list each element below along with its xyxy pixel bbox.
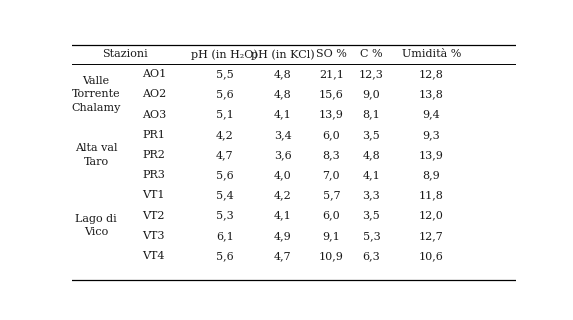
Text: 8,1: 8,1 — [363, 109, 380, 120]
Text: 12,3: 12,3 — [359, 69, 384, 79]
Text: 3,5: 3,5 — [363, 211, 380, 220]
Text: VT1: VT1 — [143, 190, 165, 200]
Text: 4,7: 4,7 — [216, 150, 234, 160]
Text: 5,7: 5,7 — [323, 190, 340, 200]
Text: 6,0: 6,0 — [323, 130, 340, 140]
Text: 13,9: 13,9 — [319, 109, 344, 120]
Text: pH (in H₂O): pH (in H₂O) — [191, 50, 258, 60]
Text: 6,1: 6,1 — [216, 231, 234, 241]
Text: 4,8: 4,8 — [274, 89, 292, 99]
Text: 4,8: 4,8 — [363, 150, 380, 160]
Text: PR1: PR1 — [142, 130, 165, 140]
Text: 3,3: 3,3 — [363, 190, 380, 200]
Text: AO3: AO3 — [142, 109, 166, 120]
Text: Stazioni: Stazioni — [102, 50, 148, 60]
Text: 9,1: 9,1 — [323, 231, 340, 241]
Text: Alta val
Taro: Alta val Taro — [75, 143, 117, 166]
Text: 4,1: 4,1 — [274, 211, 292, 220]
Text: 6,0: 6,0 — [323, 211, 340, 220]
Text: 5,3: 5,3 — [363, 231, 380, 241]
Text: VT3: VT3 — [143, 231, 165, 241]
Text: 3,4: 3,4 — [274, 130, 292, 140]
Text: 15,6: 15,6 — [319, 89, 344, 99]
Text: 13,9: 13,9 — [419, 150, 444, 160]
Text: 4,7: 4,7 — [274, 251, 292, 261]
Text: 5,3: 5,3 — [216, 211, 234, 220]
Text: 8,3: 8,3 — [323, 150, 340, 160]
Text: VT2: VT2 — [143, 211, 165, 220]
Text: 10,6: 10,6 — [419, 251, 444, 261]
Text: 4,0: 4,0 — [274, 170, 292, 180]
Text: PR3: PR3 — [142, 170, 165, 180]
Text: SO %: SO % — [316, 50, 347, 60]
Text: 3,6: 3,6 — [274, 150, 292, 160]
Text: VT4: VT4 — [143, 251, 165, 261]
Text: Lago di
Vico: Lago di Vico — [75, 214, 117, 237]
Text: 13,8: 13,8 — [419, 89, 444, 99]
Text: 5,6: 5,6 — [216, 89, 234, 99]
Text: 4,1: 4,1 — [274, 109, 292, 120]
Text: 9,4: 9,4 — [422, 109, 440, 120]
Text: 5,6: 5,6 — [216, 251, 234, 261]
Text: 5,1: 5,1 — [216, 109, 234, 120]
Text: Umidità %: Umidità % — [402, 50, 461, 60]
Text: 5,5: 5,5 — [216, 69, 234, 79]
Text: 9,0: 9,0 — [363, 89, 380, 99]
Text: 12,8: 12,8 — [419, 69, 444, 79]
Text: 12,0: 12,0 — [419, 211, 444, 220]
Text: 6,3: 6,3 — [363, 251, 380, 261]
Text: 21,1: 21,1 — [319, 69, 344, 79]
Text: 4,9: 4,9 — [274, 231, 292, 241]
Text: 11,8: 11,8 — [419, 190, 444, 200]
Text: 7,0: 7,0 — [323, 170, 340, 180]
Text: 8,9: 8,9 — [422, 170, 440, 180]
Text: 4,2: 4,2 — [216, 130, 234, 140]
Text: Valle
Torrente
Chalamy: Valle Torrente Chalamy — [72, 76, 121, 113]
Text: C %: C % — [360, 50, 383, 60]
Text: 9,3: 9,3 — [422, 130, 440, 140]
Text: 5,4: 5,4 — [216, 190, 234, 200]
Text: pH (in KCl): pH (in KCl) — [251, 50, 315, 60]
Text: 3,5: 3,5 — [363, 130, 380, 140]
Text: 4,8: 4,8 — [274, 69, 292, 79]
Text: 5,6: 5,6 — [216, 170, 234, 180]
Text: 10,9: 10,9 — [319, 251, 344, 261]
Text: AO2: AO2 — [142, 89, 166, 99]
Text: PR2: PR2 — [142, 150, 165, 160]
Text: 4,2: 4,2 — [274, 190, 292, 200]
Text: 4,1: 4,1 — [363, 170, 380, 180]
Text: 12,7: 12,7 — [419, 231, 444, 241]
Text: AO1: AO1 — [142, 69, 166, 79]
